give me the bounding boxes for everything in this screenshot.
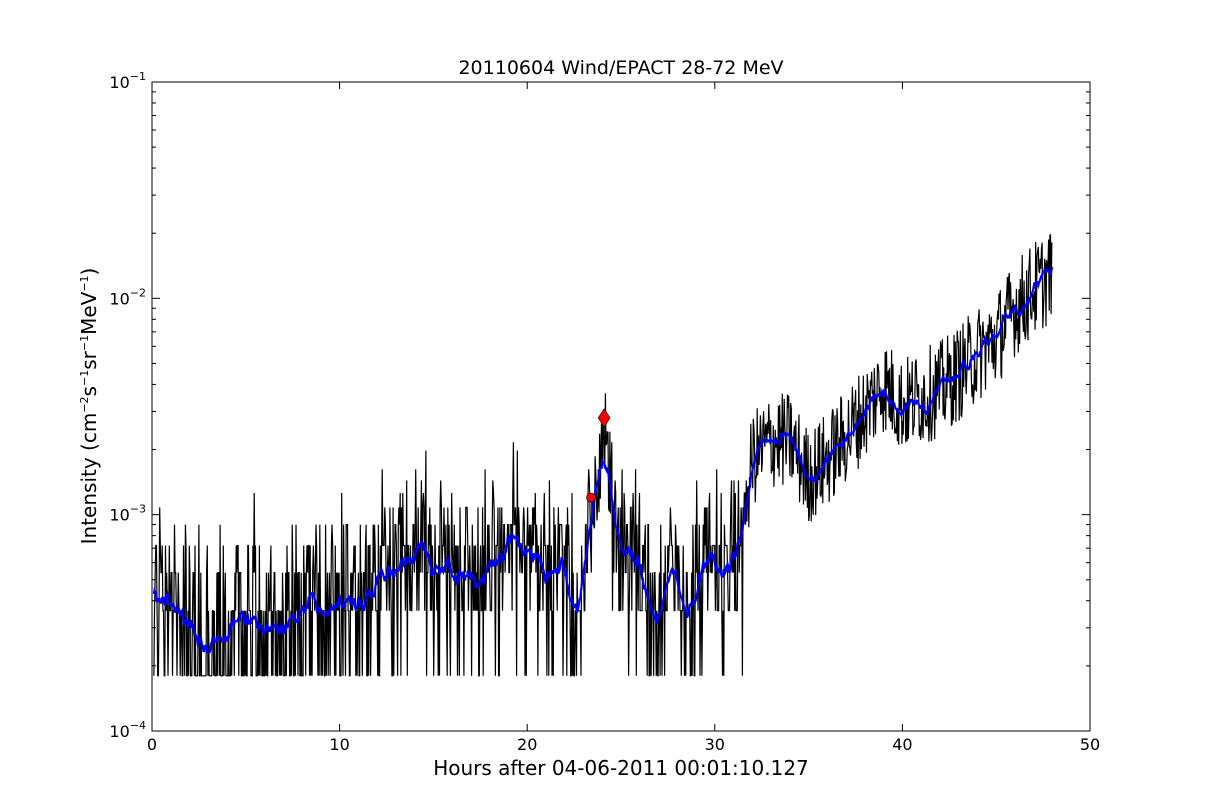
x-tick-label: 10 xyxy=(329,735,349,754)
x-tick-label: 20 xyxy=(517,735,537,754)
marker-peak xyxy=(597,408,611,428)
series-smoothed-line xyxy=(152,266,1054,653)
plot-frame xyxy=(151,81,1091,732)
marker-onset xyxy=(586,492,596,503)
chart-title: 20110604 Wind/EPACT 28-72 MeV xyxy=(458,57,783,79)
y-tick-label: 10−2 xyxy=(109,286,146,308)
y-tick-label: 10−1 xyxy=(109,70,146,92)
y-tick-label: 10−4 xyxy=(109,719,146,741)
x-tick-label: 0 xyxy=(147,735,157,754)
x-tick-label: 40 xyxy=(892,735,912,754)
y-axis-label: Intensity (cm−2s−1sr−1MeV−1) xyxy=(77,268,101,545)
x-axis-label: Hours after 04-06-2011 00:01:10.127 xyxy=(433,756,809,780)
y-tick-label: 10−3 xyxy=(109,503,146,525)
x-tick-label: 30 xyxy=(705,735,725,754)
x-tick-label: 50 xyxy=(1080,735,1100,754)
